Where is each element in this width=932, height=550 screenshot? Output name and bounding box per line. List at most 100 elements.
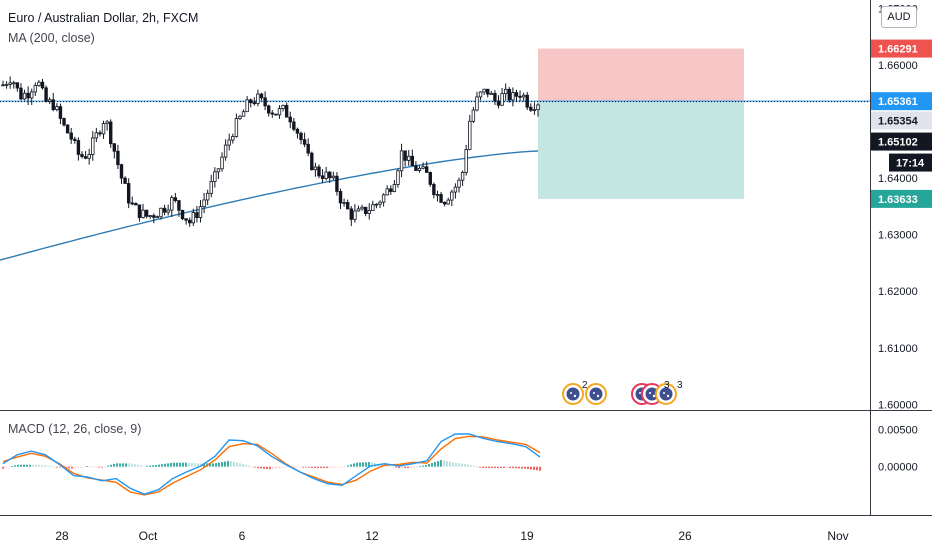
macd-histogram-bar	[128, 463, 130, 467]
macd-histogram-bar	[74, 466, 76, 469]
candle-down	[486, 88, 490, 95]
candle-up	[227, 139, 231, 146]
macd-histogram-bar	[287, 466, 289, 468]
macd-histogram-bar	[515, 466, 517, 469]
candle-down	[144, 209, 149, 217]
macd-histogram-bar	[56, 466, 58, 468]
candle-up	[148, 215, 152, 217]
macd-histogram-bar	[191, 462, 193, 467]
macd-histogram-bar	[305, 466, 307, 468]
candle-down	[184, 218, 188, 221]
currency-button[interactable]: AUD	[881, 6, 917, 28]
ma-indicator-label[interactable]: MA (200, close)	[8, 31, 95, 45]
event-flag-fill	[645, 387, 659, 401]
macd-histogram-bar	[221, 462, 223, 467]
candle-down	[288, 116, 292, 123]
candle-up	[396, 170, 400, 185]
macd-histogram-bar	[185, 462, 187, 467]
event-flag-star	[593, 392, 595, 394]
macd-histogram-bar	[485, 466, 487, 469]
macd-histogram-bar	[314, 466, 316, 469]
macd-histogram-bar	[77, 466, 79, 468]
macd-histogram-bar	[407, 466, 409, 469]
macd-histogram-bar	[41, 465, 43, 467]
price-label-box	[889, 153, 932, 172]
macd-histogram-bar	[455, 462, 457, 467]
candle-up	[213, 171, 217, 182]
candle-up	[464, 149, 468, 173]
candle-up	[47, 99, 52, 102]
candle-up	[471, 109, 476, 122]
candle-up	[500, 93, 504, 106]
macd-histogram-bar	[233, 461, 235, 467]
macd-histogram-bar	[500, 466, 502, 469]
candle-down	[518, 95, 522, 98]
ma200-line[interactable]	[0, 150, 539, 261]
macd-histogram-bar	[413, 466, 415, 468]
macd-histogram-bar	[152, 465, 154, 467]
macd-histogram-bar	[38, 465, 40, 467]
candle-down	[284, 104, 289, 118]
candle-up	[407, 155, 411, 161]
macd-histogram-bar	[320, 466, 322, 469]
candle-up	[421, 166, 425, 169]
macd-histogram-bar	[11, 466, 13, 467]
candle-up	[381, 194, 386, 203]
candle-down	[414, 165, 418, 171]
candle-down	[259, 93, 264, 99]
candle-down	[1, 84, 5, 87]
macd-histogram-bar	[503, 466, 505, 469]
macd-histogram-bar	[29, 464, 31, 467]
macd-histogram-bar	[47, 465, 49, 467]
macd-histogram-bar	[5, 466, 7, 468]
candle-down	[335, 175, 339, 192]
candle-up	[511, 92, 515, 101]
macd-histogram-bar	[227, 460, 229, 467]
time-tick-label: 28	[55, 529, 69, 543]
macd-histogram-bar	[101, 466, 103, 468]
stop-loss-zone[interactable]	[538, 48, 744, 102]
candle-down	[403, 150, 407, 161]
candle-down	[295, 128, 300, 134]
candle-up	[12, 82, 16, 85]
candle-up	[392, 184, 397, 192]
candle-up	[231, 136, 235, 141]
candle-down	[299, 132, 303, 141]
macd-histogram-bar	[380, 464, 382, 467]
macd-indicator-label[interactable]: MACD (12, 26, close, 9)	[8, 422, 142, 436]
macd-histogram-bar	[89, 466, 91, 468]
macd-histogram-bar	[155, 464, 157, 467]
event-flag-star	[649, 392, 651, 394]
event-flag-star	[573, 394, 577, 398]
macd-histogram-bar	[524, 466, 526, 469]
candle-up	[202, 199, 206, 208]
macd-histogram-bar	[431, 463, 433, 467]
candle-down	[19, 87, 23, 100]
candle-up	[457, 179, 461, 188]
macd-histogram-bar	[347, 465, 349, 467]
candle-up	[256, 93, 260, 104]
candle-down	[252, 102, 257, 105]
macd-line[interactable]	[2, 433, 541, 495]
macd-histogram-bar	[533, 466, 535, 470]
candle-down	[249, 99, 253, 104]
candle-up	[324, 171, 328, 179]
macd-histogram-bar	[452, 462, 454, 467]
candle-up	[37, 81, 41, 86]
macd-histogram-bar	[449, 461, 451, 467]
candle-down	[270, 112, 274, 115]
macd-histogram-bar	[188, 462, 190, 467]
event-flag-star	[652, 394, 656, 398]
candle-up	[155, 216, 160, 219]
time-tick-label: Nov	[827, 529, 848, 543]
candle-up	[453, 186, 458, 193]
take-profit-zone[interactable]	[538, 101, 744, 199]
time-tick-label: 12	[365, 529, 379, 543]
candle-up	[91, 137, 95, 155]
candle-up	[417, 167, 422, 171]
macd-histogram-bar	[116, 463, 118, 467]
candle-up	[475, 96, 479, 111]
candle-down	[525, 94, 529, 108]
candle-down	[137, 204, 142, 218]
